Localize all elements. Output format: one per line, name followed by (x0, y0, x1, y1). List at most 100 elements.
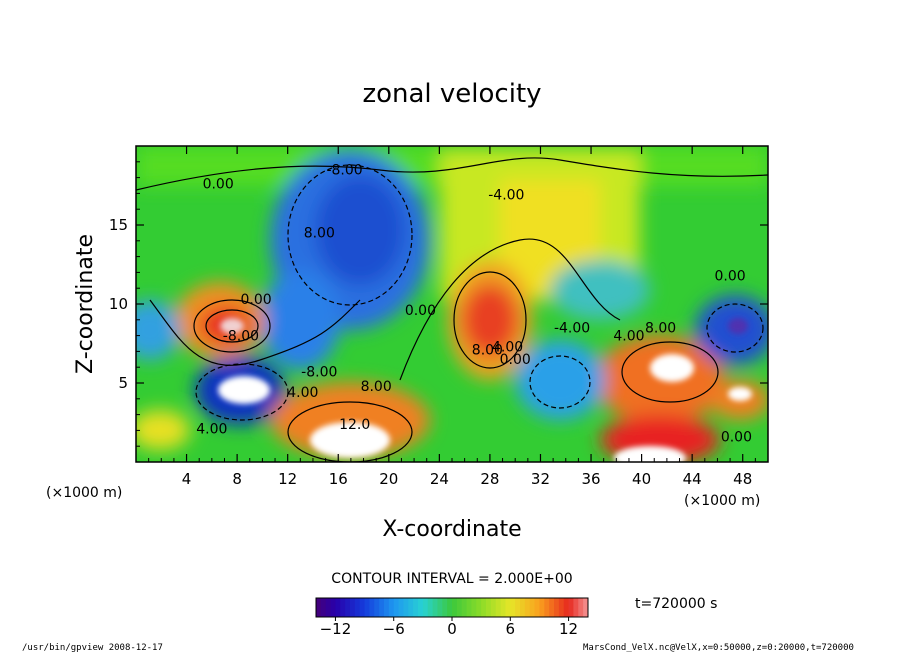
colorbar-cell (486, 598, 492, 617)
colorbar-cell (568, 598, 574, 617)
colorbar-cell (452, 598, 458, 617)
colorbar-cell (520, 598, 526, 617)
colorbar-cell (554, 598, 560, 617)
x-tick-label: 20 (379, 470, 398, 488)
contour-label: -4.00 (554, 320, 590, 336)
contour-label: 8.00 (304, 226, 335, 242)
contour-label: -4.00 (488, 188, 524, 204)
colorbar-cell (398, 598, 404, 617)
colorbar-cell (364, 598, 370, 617)
x-tick-label: 40 (632, 470, 651, 488)
x-unit-right: (×1000 m) (684, 493, 760, 509)
x-tick-label: 28 (480, 470, 499, 488)
chart-title: zonal velocity (362, 79, 541, 109)
colorbar-cell (558, 598, 565, 617)
colorbar-cell (359, 598, 366, 617)
colorbar-cell (583, 598, 589, 617)
colorbar-cell (393, 598, 400, 617)
colorbar-cell (316, 598, 322, 617)
colorbar-cell (403, 598, 409, 617)
contour-label: 4.00 (287, 385, 318, 401)
contour-label: 12.0 (339, 417, 370, 433)
colorbar-cell (330, 598, 336, 617)
y-tick-label: 10 (109, 295, 128, 313)
colorbar-cell (524, 598, 531, 617)
colorbar-cell (418, 598, 424, 617)
contour-label: 8.00 (645, 320, 676, 336)
colorbar-cell (461, 598, 468, 617)
colorbar-cell (578, 598, 584, 617)
colorbar-cell (422, 598, 429, 617)
colorbar-cell (369, 598, 375, 617)
colorbar-cell (490, 598, 497, 617)
colorbar-cell (539, 598, 545, 617)
x-tick-label: 44 (683, 470, 702, 488)
y-axis-label: Z-coordinate (73, 234, 98, 374)
colorbar-cell (476, 598, 482, 617)
x-tick-label: 4 (182, 470, 192, 488)
colorbar-cell (466, 598, 472, 617)
contour-label: 0.00 (500, 352, 531, 368)
contour-label: 8.00 (361, 379, 392, 395)
colorbar-cell (573, 598, 579, 617)
colorbar-cell (495, 598, 502, 617)
footer-left: /usr/bin/gpview 2008-12-17 (22, 643, 163, 653)
colorbar-cell (481, 598, 487, 617)
x-tick-label: 36 (581, 470, 600, 488)
plot-field (136, 146, 768, 462)
colorbar-cell (500, 598, 506, 617)
contour-label: -8.00 (326, 162, 362, 178)
colorbar-cell (437, 598, 443, 617)
colorbar-tick-label: −12 (320, 620, 352, 638)
x-axis-label: X-coordinate (382, 517, 521, 542)
contour-label: 4.00 (196, 422, 227, 438)
x-tick-label: 8 (232, 470, 242, 488)
contour-label: 0.00 (203, 177, 234, 193)
contour-label: -8.00 (301, 365, 337, 381)
contour-label: 0.00 (714, 268, 745, 284)
contour-label: 4.00 (492, 339, 523, 355)
colorbar-cell (374, 598, 380, 617)
x-unit-left: (×1000 m) (46, 485, 122, 501)
time-stamp: t=720000 s (635, 596, 717, 612)
colorbar-cell (335, 598, 341, 617)
contour-interval: CONTOUR INTERVAL = 2.000E+00 (331, 571, 572, 587)
x-tick-label: 32 (531, 470, 550, 488)
colorbar-cell (456, 598, 463, 617)
contour-label: 0.00 (405, 303, 436, 319)
colorbar-cell (408, 598, 414, 617)
x-axis: 4 8 12 16 20 24 28 32 36 40 44 48 (148, 146, 756, 488)
colorbar-tick-label: −6 (383, 620, 405, 638)
colorbar-cell (515, 598, 521, 617)
colorbar-tick-label: 6 (506, 620, 516, 638)
colorbar-cell (320, 598, 327, 617)
footer-right: MarsCond_VelX.nc@VelX,x=0:50000,z=0:2000… (583, 643, 854, 653)
colorbar-cell (563, 598, 570, 617)
contour-label: 8.00 (472, 343, 503, 359)
colorbar-cell (325, 598, 332, 617)
contour-label: 4.00 (613, 328, 644, 344)
colorbar-cell (379, 598, 385, 617)
colorbar-cell (350, 598, 356, 617)
colorbar-cell (442, 598, 448, 617)
colorbar-cell (340, 598, 346, 617)
colorbar-tick-label: 0 (447, 620, 457, 638)
x-tick-label: 48 (733, 470, 752, 488)
colorbar-cell (544, 598, 550, 617)
contour-label: 0.00 (721, 429, 752, 445)
x-tick-label: 24 (430, 470, 449, 488)
colorbar-cell (505, 598, 511, 617)
contour-label: 0.00 (240, 292, 271, 308)
colorbar: −12 −6 0 6 12 (315, 597, 589, 638)
x-tick-label: 16 (329, 470, 348, 488)
colorbar-cell (427, 598, 434, 617)
colorbar-cell (534, 598, 540, 617)
colorbar-cell (529, 598, 536, 617)
colorbar-cell (447, 598, 453, 617)
colorbar-cell (413, 598, 419, 617)
colorbar-cell (471, 598, 477, 617)
y-tick-label: 5 (118, 374, 128, 392)
colorbar-cell (345, 598, 351, 617)
colorbar-cell (388, 598, 395, 617)
